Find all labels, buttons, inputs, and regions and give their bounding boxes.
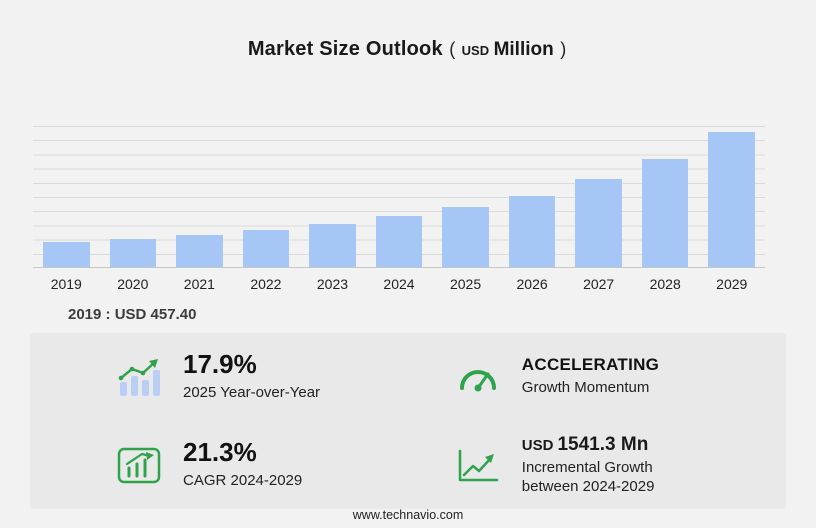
incremental-value: USD 1541.3 Mn [522,434,655,456]
base-year-value: 2019 : USD 457.40 [68,306,197,323]
cagr-chart-icon [115,444,163,486]
x-tick-label: 2020 [117,276,149,292]
x-tick-label: 2024 [383,276,415,292]
plot-area [33,126,765,268]
x-tick-label: 2022 [250,276,282,292]
title-currency: USD [461,43,490,58]
momentum-value: ACCELERATING [521,355,660,375]
title-paren-open: ( [449,39,456,59]
bar-2020 [109,239,157,267]
stat-incremental: USD 1541.3 Mn Incremental Growth between … [446,421,786,509]
bar-column [499,126,566,267]
stat-yoy: 17.9% 2025 Year-over-Year [30,333,446,421]
bar-2024 [375,215,423,267]
x-tick-label: 2025 [449,276,482,292]
cagr-label: CAGR 2024-2029 [183,471,303,489]
x-tick-label: 2028 [649,276,681,292]
bar-2027 [575,179,622,267]
incremental-currency: USD [521,436,554,454]
bar-2023 [309,223,356,267]
speedometer-icon [454,357,502,397]
x-axis-labels: 2019 2020 2021 2022 2023 2024 2025 2026 2027 2028… [33,276,765,292]
title-paren-close: ) [560,39,567,59]
stat-momentum: ACCELERATING Growth Momentum [446,333,786,421]
stat-cagr: 21.3% CAGR 2024-2029 [30,421,446,509]
momentum-label: Growth Momentum [521,379,650,397]
yoy-label: 2025 Year-over-Year [183,383,321,401]
x-tick-label: 2023 [316,276,349,292]
bar-2025 [442,206,489,267]
bar-2028 [641,158,689,267]
bar-column [632,126,699,267]
bar-column [233,126,300,267]
incremental-growth-icon [454,445,502,485]
bar-2019 [42,242,90,267]
bar-column [166,126,233,267]
bar-2026 [508,195,556,267]
title-unit: Million [493,39,554,60]
x-tick-label: 2029 [716,276,748,292]
website-url: www.technavio.com [352,508,464,522]
bar-column [33,126,100,267]
x-tick-label: 2019 [50,276,82,292]
incremental-amount: 1541.3 Mn [557,433,649,455]
bar-column [565,126,632,267]
x-tick-label: 2027 [583,276,615,292]
yoy-value: 17.9% [183,349,257,380]
bar-2029 [708,132,756,267]
title-main: Market Size Outlook [247,38,443,60]
bar-2021 [176,235,223,267]
bar-column [100,126,167,267]
bar-column [432,126,499,267]
bar-column [299,126,366,267]
yoy-bars-icon [115,356,163,398]
incremental-label: Incremental Growth between 2024-2029 [521,458,655,495]
bar-2022 [242,230,290,267]
bar-column [698,126,765,267]
stats-panel: 17.9% 2025 Year-over-Year ACCELERATING G… [30,333,786,509]
x-tick-label: 2021 [183,276,215,292]
x-tick-label: 2026 [516,276,548,292]
bar-column [366,126,433,267]
chart-title: Market Size Outlook ( USD Million ) [0,38,816,61]
cagr-value: 21.3% [183,437,257,468]
bar-chart: 2019 2020 2021 2022 2023 2024 2025 2026 2027 2028… [33,126,765,292]
